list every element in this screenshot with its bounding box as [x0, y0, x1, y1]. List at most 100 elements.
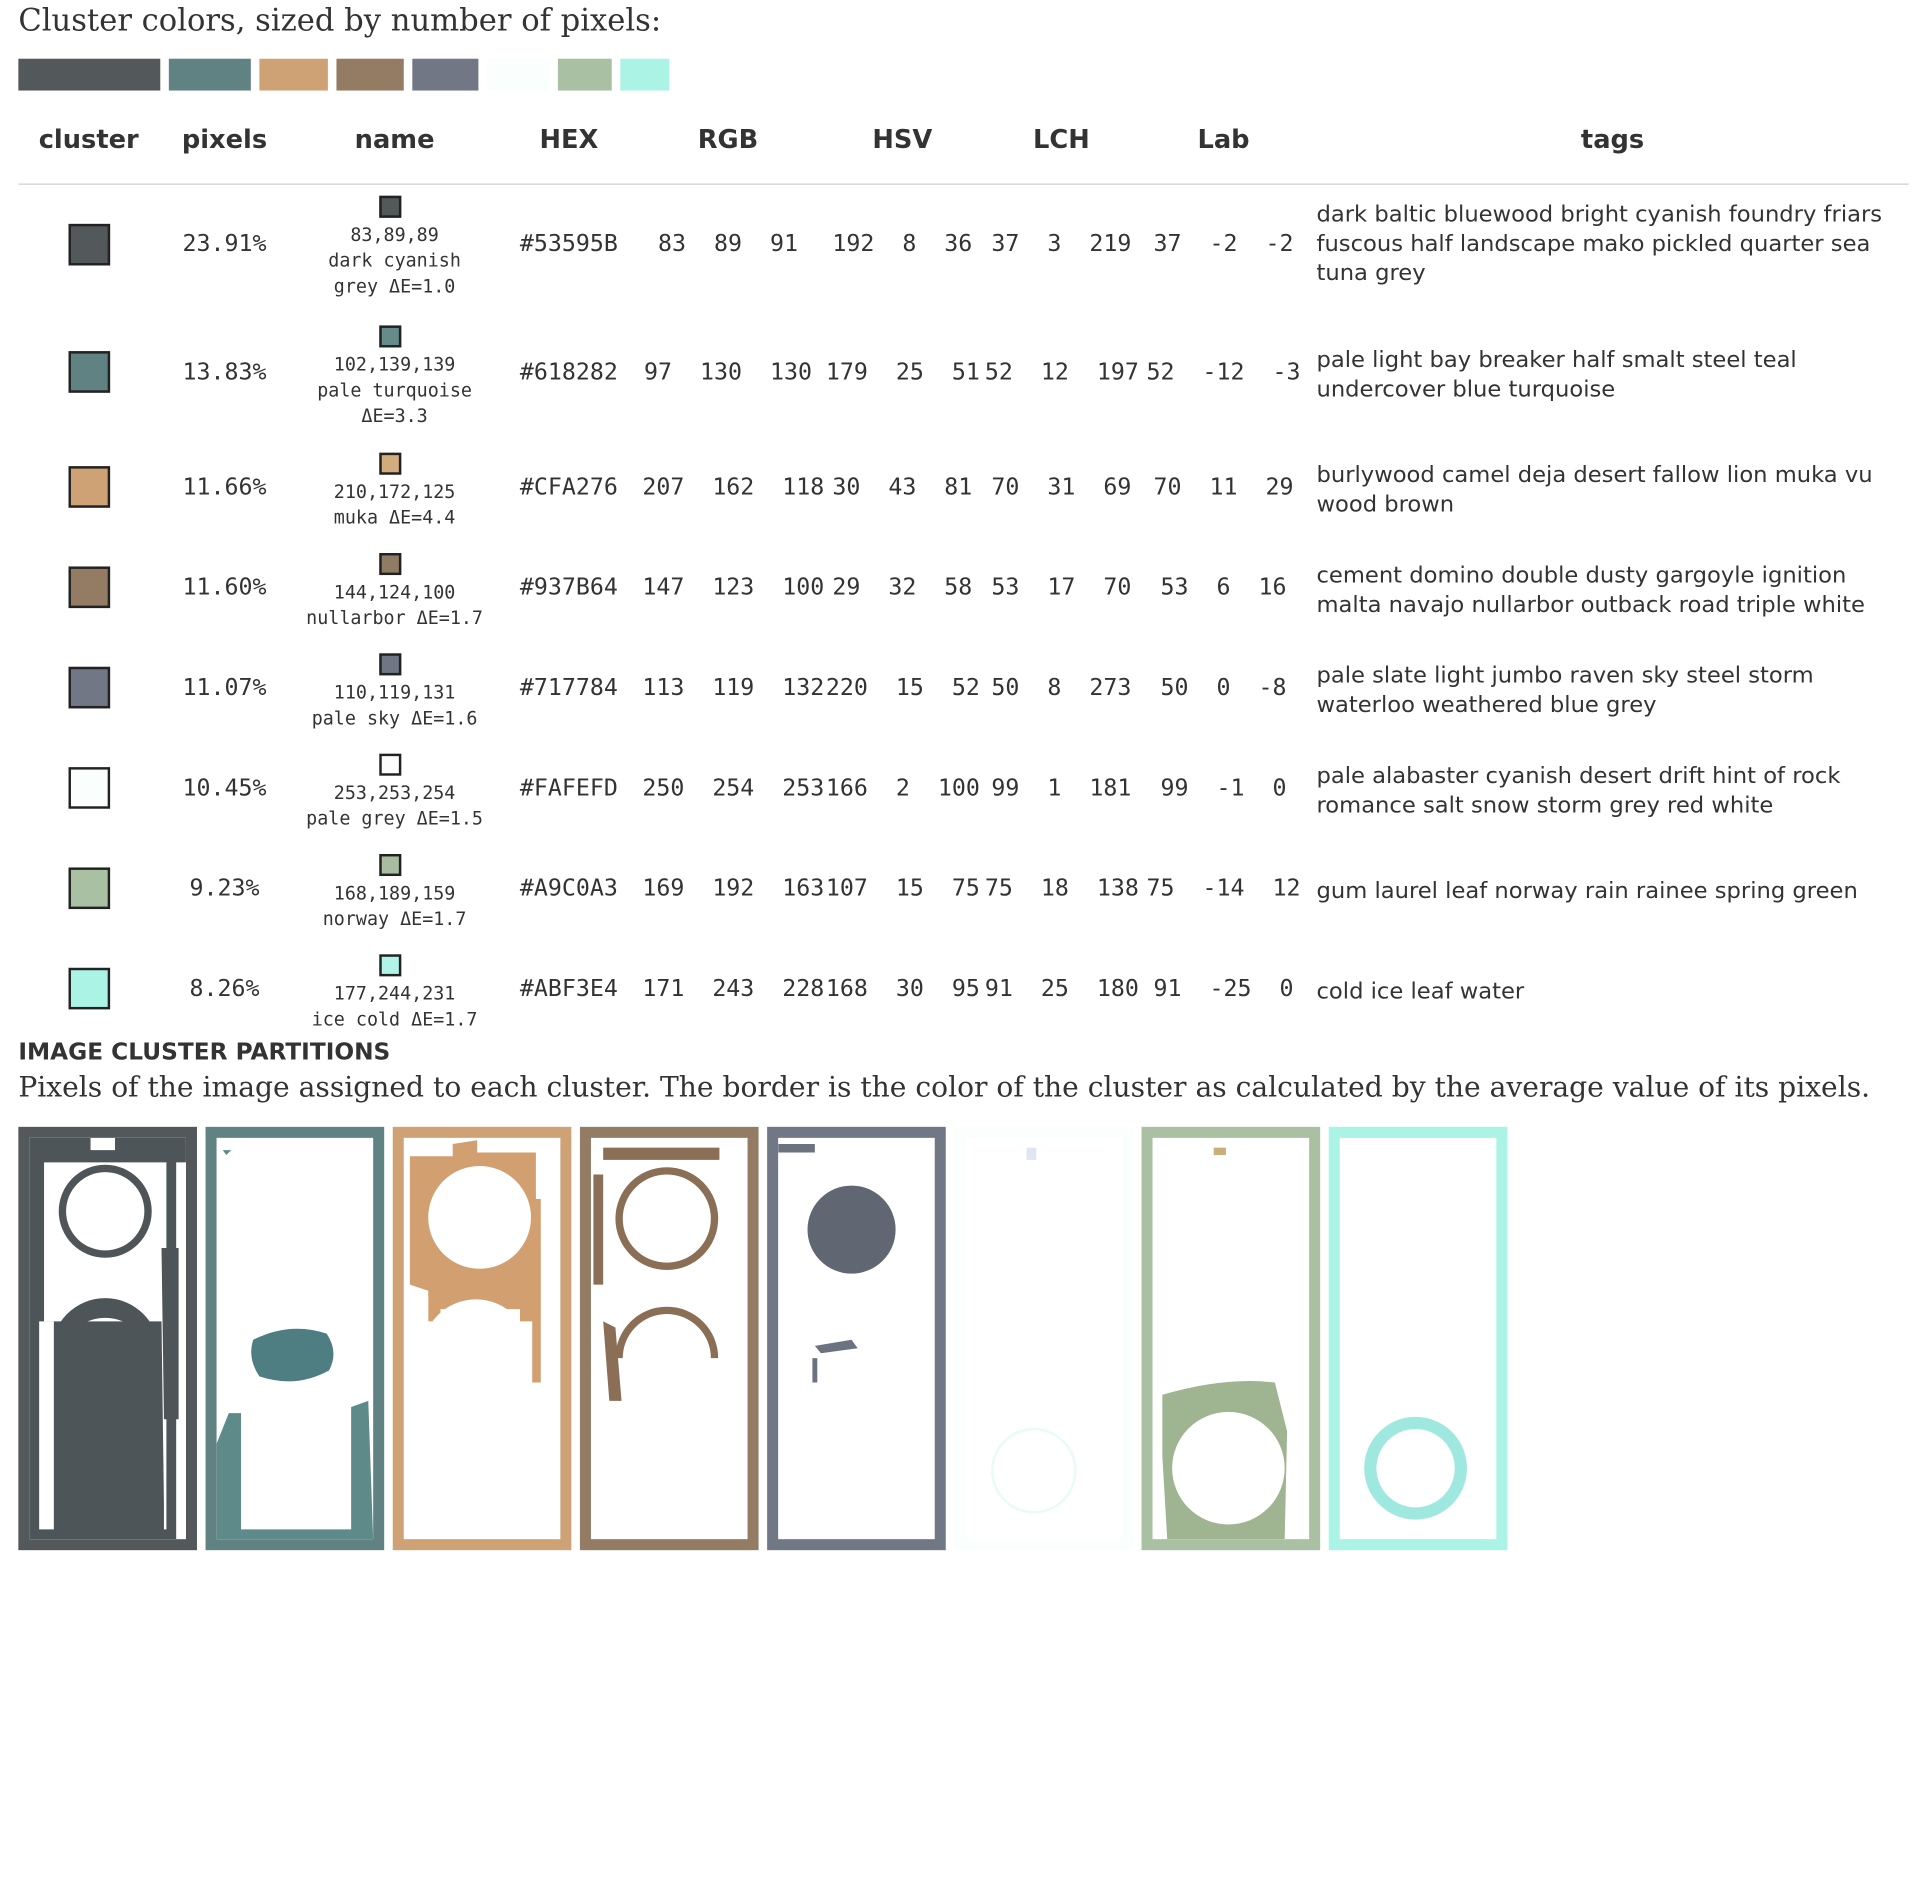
header-cluster: cluster	[38, 124, 139, 155]
tags-value: pale slate light jumbo raven sky steel s…	[1316, 663, 1814, 719]
pixels-value: 11.60%	[182, 573, 267, 601]
cluster-swatch	[68, 465, 111, 508]
rgb-value: 207 162 118	[642, 472, 825, 500]
name-color-chip	[379, 452, 402, 475]
partition-mask	[409, 1140, 541, 1530]
partition-mask	[593, 1147, 720, 1401]
cluster-partition	[954, 1126, 1133, 1551]
cluster-partition	[205, 1126, 385, 1551]
hsv-value: 168 30 95	[825, 975, 980, 1003]
color-bar-segment	[168, 58, 251, 91]
header-pixels: pixels	[181, 124, 268, 155]
name-color-chip	[379, 195, 402, 218]
hsv-value: 30 43 81	[832, 472, 973, 500]
section-description: Pixels of the image assigned to each clu…	[18, 1071, 1871, 1104]
hsv-value: 166 2 100	[825, 774, 980, 802]
color-name-line: pale turquoise	[317, 378, 472, 401]
pixels-value: 23.91%	[182, 230, 267, 257]
tags-value: cement domino double dusty gargoyle igni…	[1316, 562, 1865, 618]
header-lch: LCH	[1033, 124, 1090, 155]
color-bar-segment	[486, 58, 550, 91]
cluster-color-bar	[18, 58, 670, 91]
color-name-line: muka ΔE=4.4	[333, 505, 456, 528]
color-name-line: norway ΔE=1.7	[322, 907, 467, 930]
color-name-line: 253,253,254	[333, 781, 456, 804]
lab-value: 37 -2 -2	[1153, 230, 1294, 257]
table-row: 11.66% #CFA276 207 162 118 30 43 81 70 31 69…	[18, 437, 1908, 539]
hsv-value: 107 15 75	[825, 874, 980, 902]
name-color-chip	[379, 854, 402, 877]
table-row: 13.83% #618282 97 130 130 179 25 51 52 12 19…	[18, 310, 1908, 437]
color-name-line: 168,189,159	[333, 882, 456, 905]
lch-value: 75 18 138	[984, 874, 1139, 902]
color-bar-segment	[412, 58, 479, 91]
header-name: name	[354, 124, 435, 155]
tags-value: dark baltic bluewood bright cyanish foun…	[1316, 201, 1883, 287]
color-name: 253,253,254 pale grey ΔE=1.5	[294, 781, 496, 832]
hex-value: #618282	[519, 358, 618, 386]
rgb-value: 250 254 253	[642, 774, 825, 802]
partition-mask	[778, 1143, 896, 1383]
tags-value: burlywood camel deja desert fallow lion …	[1316, 461, 1873, 517]
partition-mask	[991, 1147, 1077, 1514]
color-name-line: grey ΔE=1.0	[333, 275, 456, 298]
lab-value: 91 -25 0	[1153, 975, 1294, 1003]
table-row: 10.45% #FAFEFD 250 254 253 166 2 100 99 1 18…	[18, 739, 1908, 839]
cluster-partition	[579, 1126, 759, 1551]
color-name-line: 144,124,100	[333, 581, 456, 604]
color-name-line: pale sky ΔE=1.6	[311, 707, 478, 730]
color-bar-segment	[259, 58, 328, 91]
partition-mask	[1162, 1147, 1288, 1540]
rgb-value: 169 192 163	[642, 874, 825, 902]
cluster-partitions	[18, 1126, 1508, 1551]
cluster-swatch	[68, 666, 111, 709]
color-bar-segment	[557, 58, 612, 91]
color-name-line: pale grey ΔE=1.5	[306, 807, 483, 830]
cluster-partition	[392, 1126, 572, 1551]
color-name-line: 102,139,139	[333, 352, 456, 376]
header-lab: Lab	[1197, 124, 1250, 155]
pixels-value: 10.45%	[182, 774, 267, 802]
hex-value: #A9C0A3	[519, 874, 618, 902]
hsv-value: 179 25 51	[825, 358, 980, 386]
cluster-partition	[767, 1126, 946, 1551]
color-name-line: 177,244,231	[333, 982, 456, 1005]
cluster-swatch	[68, 767, 111, 809]
cluster-swatch	[68, 351, 111, 393]
cluster-partition	[1328, 1126, 1508, 1551]
color-name-line: nullarbor ΔE=1.7	[306, 606, 483, 629]
rgb-value: 83 89 91	[657, 230, 798, 257]
tags-value: cold ice leaf water	[1316, 978, 1525, 1005]
lab-value: 75 -14 12	[1146, 874, 1301, 902]
lch-value: 91 25 180	[984, 975, 1139, 1003]
table-row: 11.60% #937B64 147 123 100 29 32 58 53 17 70…	[18, 538, 1908, 638]
hsv-value: 29 32 58	[832, 573, 973, 601]
pixels-value: 13.83%	[182, 358, 267, 386]
lch-value: 99 1 181	[991, 774, 1132, 802]
color-name: 168,189,159 norway ΔE=1.7	[294, 881, 496, 932]
lch-value: 37 3 219	[991, 230, 1132, 257]
rgb-value: 147 123 100	[642, 573, 825, 601]
name-color-chip	[379, 954, 402, 977]
pixels-value: 11.07%	[182, 674, 267, 702]
partition-mask	[216, 1150, 374, 1540]
color-name-line: 210,172,125	[333, 480, 456, 503]
header-hsv: HSV	[872, 124, 933, 155]
pixels-value: 8.26%	[189, 975, 260, 1003]
cluster-swatch	[68, 566, 111, 609]
color-bar-segment	[336, 58, 404, 91]
hex-value: #FAFEFD	[519, 774, 618, 802]
name-color-chip	[379, 753, 402, 776]
color-name: 83,89,89 dark cyanish grey ΔE=1.0	[294, 223, 496, 300]
lab-value: 52 -12 -3	[1146, 358, 1301, 386]
lab-value: 99 -1 0	[1160, 774, 1287, 802]
tags-value: pale alabaster cyanish desert drift hint…	[1316, 763, 1841, 819]
pixels-value: 9.23%	[189, 874, 260, 902]
name-color-chip	[379, 653, 402, 676]
hex-value: #53595B	[519, 230, 618, 257]
color-bar-segment	[620, 58, 670, 91]
partition-mask	[1364, 1416, 1467, 1520]
lch-value: 53 17 70	[991, 573, 1132, 601]
lch-value: 52 12 197	[984, 358, 1139, 386]
table-header: cluster pixels name HEX RGB HSV LCH Lab …	[18, 108, 1909, 185]
